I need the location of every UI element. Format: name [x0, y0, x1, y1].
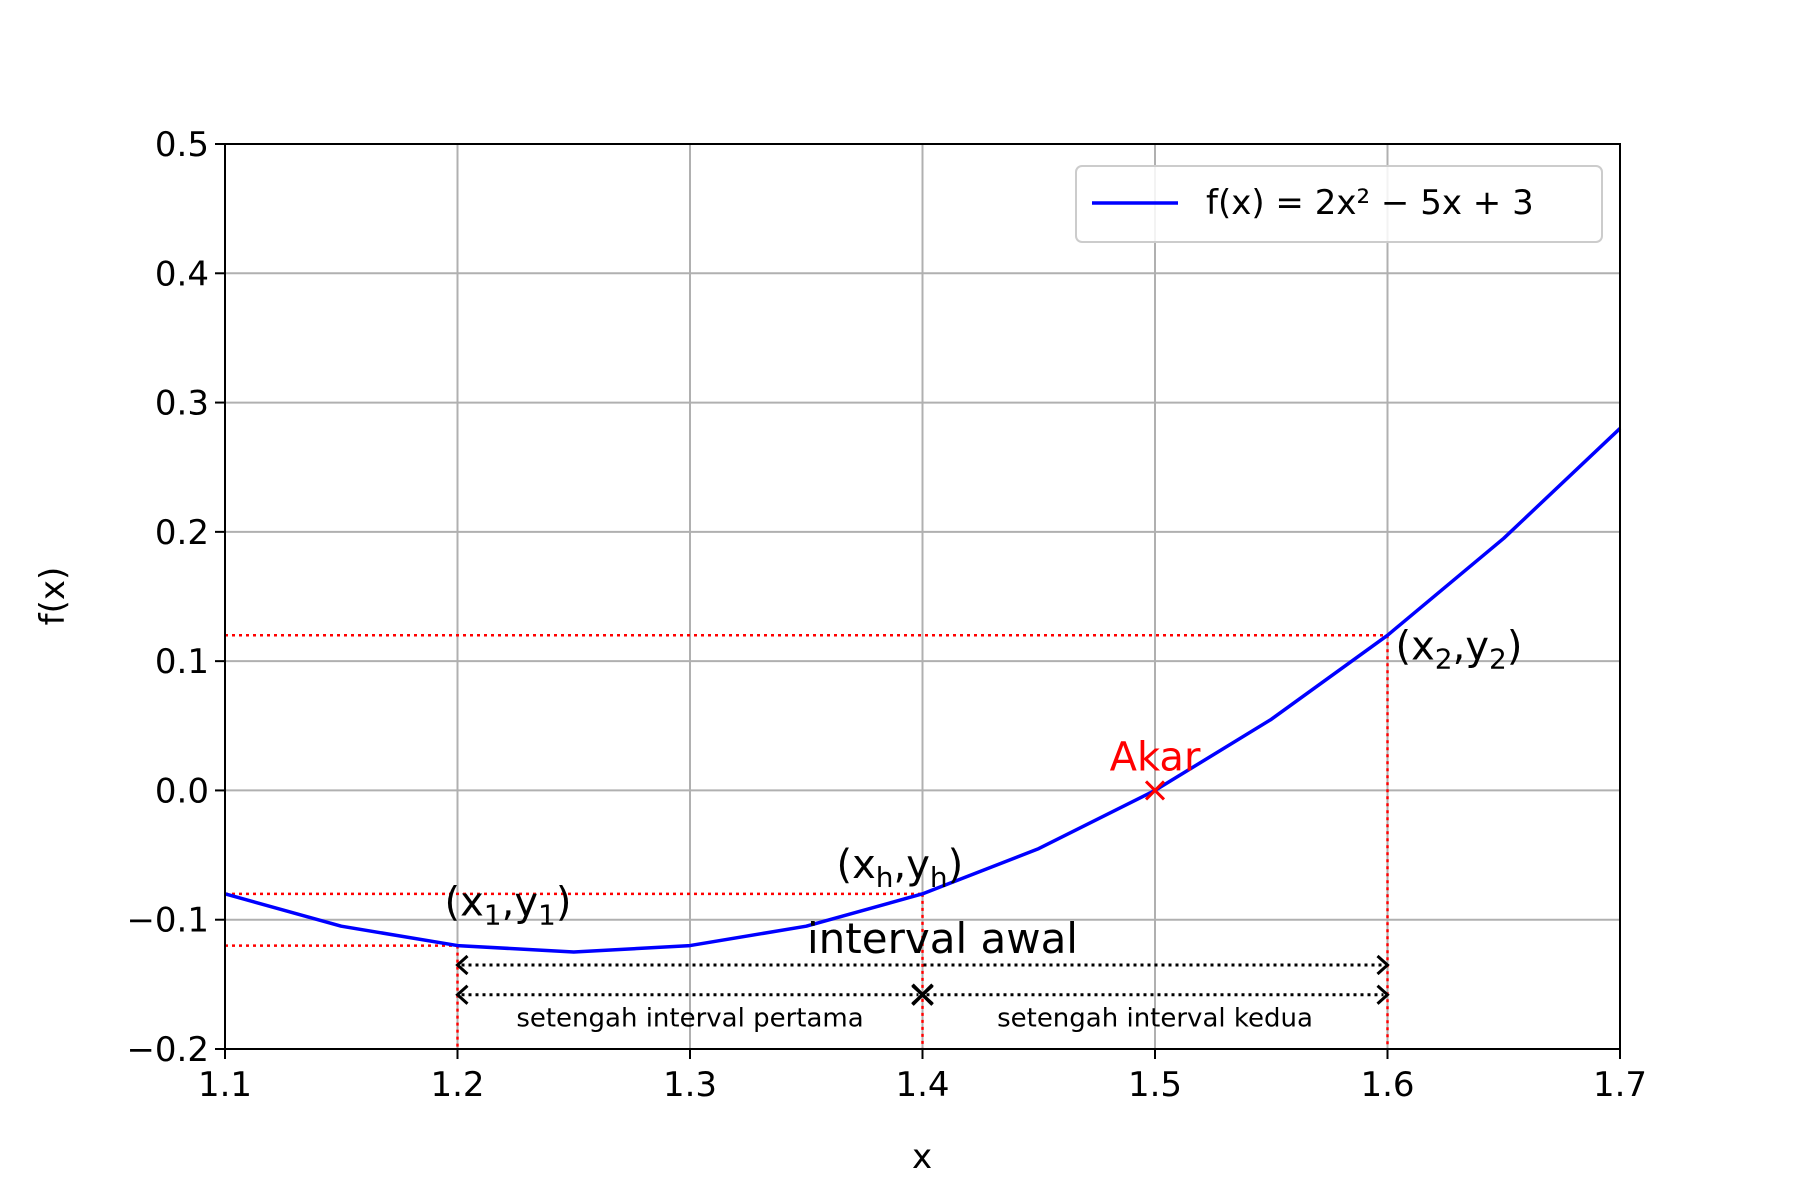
- interval-arrowhead-right-setengah-kedua: [1376, 984, 1390, 1005]
- y-tick-label: 0.0: [155, 771, 209, 811]
- point-label-p2: (x2,y2): [1396, 623, 1523, 675]
- interval-label-interval-awal: interval awal: [807, 914, 1078, 963]
- y-tick-label: 0.1: [155, 642, 209, 682]
- label-subscript: h: [930, 861, 948, 894]
- x-tick-label: 1.7: [1593, 1065, 1647, 1105]
- x-tick-label: 1.5: [1128, 1065, 1182, 1105]
- label-part: ): [948, 842, 964, 888]
- label-subscript: h: [876, 861, 894, 894]
- label-subscript: 2: [1435, 642, 1453, 675]
- root-marker: [1144, 780, 1166, 801]
- legend: f(x) = 2x² − 5x + 3: [1075, 165, 1603, 243]
- grid: [224, 143, 1621, 1050]
- series-line: [224, 427, 1622, 954]
- interval-arrowhead-right-interval-awal: [1376, 954, 1390, 976]
- x-tick-label: 1.3: [663, 1065, 717, 1105]
- interval-label-setengah-pertama: setengah interval pertama: [516, 1004, 863, 1034]
- label-part: ,y: [502, 880, 538, 926]
- interval-label-setengah-kedua: setengah interval kedua: [997, 1004, 1313, 1034]
- label-part: ): [556, 880, 572, 926]
- y-tick-label: 0.5: [155, 125, 209, 165]
- point-label-ph: (xh,yh): [837, 842, 964, 894]
- y-tick-label: 0.4: [155, 254, 209, 294]
- midpoint-marker: [911, 983, 934, 1006]
- curve-layer: [224, 427, 1622, 954]
- x-tick-label: 1.1: [198, 1065, 252, 1105]
- label-subscript: 2: [1489, 642, 1507, 675]
- legend-box: [1075, 165, 1603, 243]
- legend-entry: f(x) = 2x² − 5x + 3: [1206, 183, 1534, 223]
- y-tick-label: 0.3: [155, 384, 209, 424]
- root-label: Akar: [1110, 734, 1201, 780]
- axis-ticks: 1.1 1.2 1.3 1.4 1.5 1.6 1.7 −0.2 −0.1 0.0 0.1 0.2 0.…: [126, 125, 1647, 1105]
- label-subscript: 1: [484, 899, 502, 932]
- label-subscript: 1: [538, 899, 556, 932]
- label-part: ,y: [1453, 623, 1489, 669]
- label-part: ): [1507, 623, 1523, 669]
- x-tick-label: 1.2: [430, 1065, 484, 1105]
- point-label-p1: (x1,y1): [445, 880, 572, 932]
- x-axis-label: x: [912, 1137, 932, 1177]
- y-tick-label: −0.2: [126, 1030, 209, 1070]
- annotations: Akar(x1,y1)(xh,yh)(x2,y2)interval awalse…: [445, 623, 1523, 1033]
- interval-arrowhead-left-setengah-pertama: [455, 984, 469, 1005]
- y-tick-label: 0.2: [155, 513, 209, 553]
- y-axis-label: f(x): [33, 567, 73, 626]
- label-part: (x: [1396, 623, 1435, 669]
- interval-arrowhead-left-interval-awal: [455, 954, 469, 976]
- label-part: ,y: [894, 842, 930, 888]
- guide-lines: [225, 634, 1389, 1049]
- label-part: (x: [445, 880, 484, 926]
- y-tick-label: −0.1: [126, 901, 209, 941]
- x-tick-label: 1.4: [895, 1065, 949, 1105]
- label-part: (x: [837, 842, 876, 888]
- x-tick-label: 1.6: [1360, 1065, 1414, 1105]
